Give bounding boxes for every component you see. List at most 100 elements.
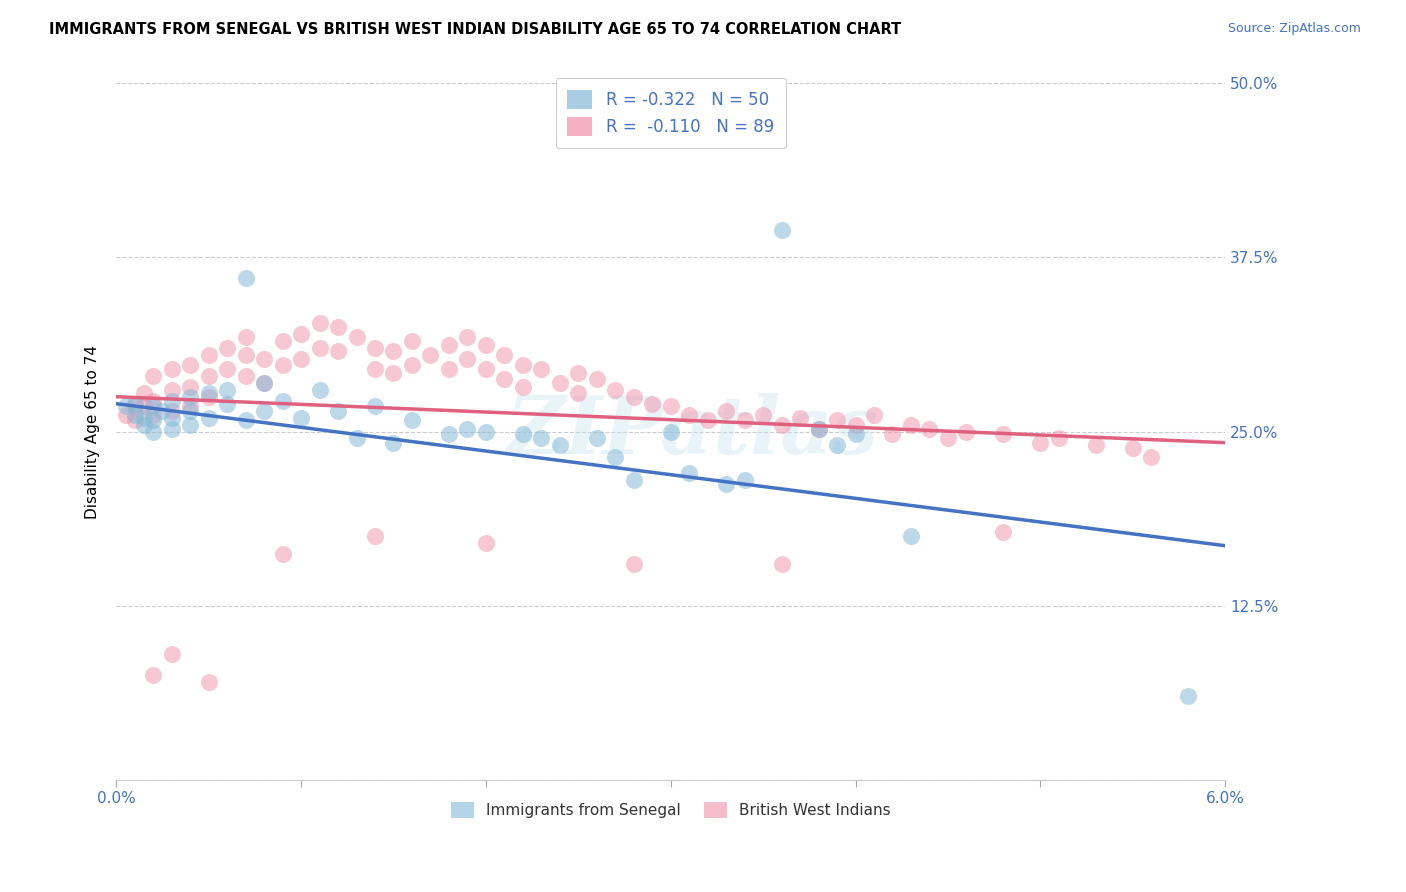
Point: [475, 425, 498, 439]
Legend: Immigrants from Senegal, British West Indians: Immigrants from Senegal, British West In…: [444, 796, 897, 824]
Point: [844, 427, 866, 442]
Point: [160, 393, 183, 408]
Point: [124, 397, 146, 411]
Point: [475, 338, 498, 352]
Point: [160, 362, 183, 376]
Point: [863, 408, 886, 422]
Point: [807, 422, 830, 436]
Point: [844, 417, 866, 432]
Point: [900, 529, 922, 543]
Point: [271, 358, 294, 372]
Point: [955, 425, 977, 439]
Point: [770, 417, 793, 432]
Point: [714, 403, 737, 417]
Point: [456, 422, 478, 436]
Point: [641, 397, 664, 411]
Point: [605, 383, 627, 397]
Point: [936, 432, 959, 446]
Point: [326, 403, 349, 417]
Point: [401, 358, 423, 372]
Point: [678, 467, 700, 481]
Point: [512, 380, 534, 394]
Point: [918, 422, 941, 436]
Point: [512, 358, 534, 372]
Point: [1122, 442, 1144, 456]
Point: [548, 438, 571, 452]
Point: [567, 385, 589, 400]
Point: [271, 393, 294, 408]
Point: [308, 383, 330, 397]
Point: [197, 410, 219, 425]
Point: [382, 343, 405, 358]
Point: [825, 438, 848, 452]
Point: [659, 425, 682, 439]
Point: [124, 408, 146, 422]
Point: [271, 547, 294, 561]
Point: [364, 529, 387, 543]
Point: [623, 473, 645, 487]
Point: [659, 400, 682, 414]
Point: [235, 271, 257, 285]
Point: [437, 427, 460, 442]
Point: [512, 427, 534, 442]
Point: [290, 352, 312, 367]
Point: [900, 417, 922, 432]
Point: [235, 330, 257, 344]
Point: [217, 397, 239, 411]
Point: [197, 368, 219, 383]
Point: [132, 400, 155, 414]
Point: [179, 417, 201, 432]
Point: [475, 362, 498, 376]
Point: [142, 413, 165, 427]
Point: [714, 477, 737, 491]
Point: [142, 425, 165, 439]
Text: ZIPatlas: ZIPatlas: [506, 392, 879, 470]
Point: [179, 403, 201, 417]
Point: [142, 400, 165, 414]
Point: [160, 410, 183, 425]
Point: [124, 413, 146, 427]
Point: [401, 334, 423, 348]
Point: [1029, 435, 1052, 450]
Point: [132, 417, 155, 432]
Point: [132, 410, 155, 425]
Point: [152, 403, 174, 417]
Point: [530, 362, 553, 376]
Point: [346, 330, 368, 344]
Point: [271, 334, 294, 348]
Text: IMMIGRANTS FROM SENEGAL VS BRITISH WEST INDIAN DISABILITY AGE 65 TO 74 CORRELATI: IMMIGRANTS FROM SENEGAL VS BRITISH WEST …: [49, 22, 901, 37]
Point: [253, 352, 276, 367]
Point: [401, 413, 423, 427]
Point: [567, 366, 589, 380]
Point: [290, 327, 312, 342]
Point: [993, 427, 1015, 442]
Point: [179, 390, 201, 404]
Point: [253, 376, 276, 390]
Point: [530, 432, 553, 446]
Point: [419, 348, 441, 362]
Point: [290, 410, 312, 425]
Point: [253, 403, 276, 417]
Point: [235, 348, 257, 362]
Point: [770, 222, 793, 236]
Point: [197, 675, 219, 690]
Point: [114, 408, 136, 422]
Point: [132, 385, 155, 400]
Point: [494, 371, 516, 385]
Point: [807, 422, 830, 436]
Point: [1140, 450, 1163, 464]
Point: [217, 383, 239, 397]
Point: [770, 557, 793, 571]
Point: [734, 473, 756, 487]
Point: [456, 352, 478, 367]
Point: [364, 400, 387, 414]
Point: [124, 400, 146, 414]
Point: [197, 385, 219, 400]
Point: [437, 338, 460, 352]
Point: [696, 413, 718, 427]
Point: [142, 408, 165, 422]
Point: [308, 341, 330, 355]
Point: [142, 668, 165, 682]
Point: [326, 343, 349, 358]
Point: [179, 400, 201, 414]
